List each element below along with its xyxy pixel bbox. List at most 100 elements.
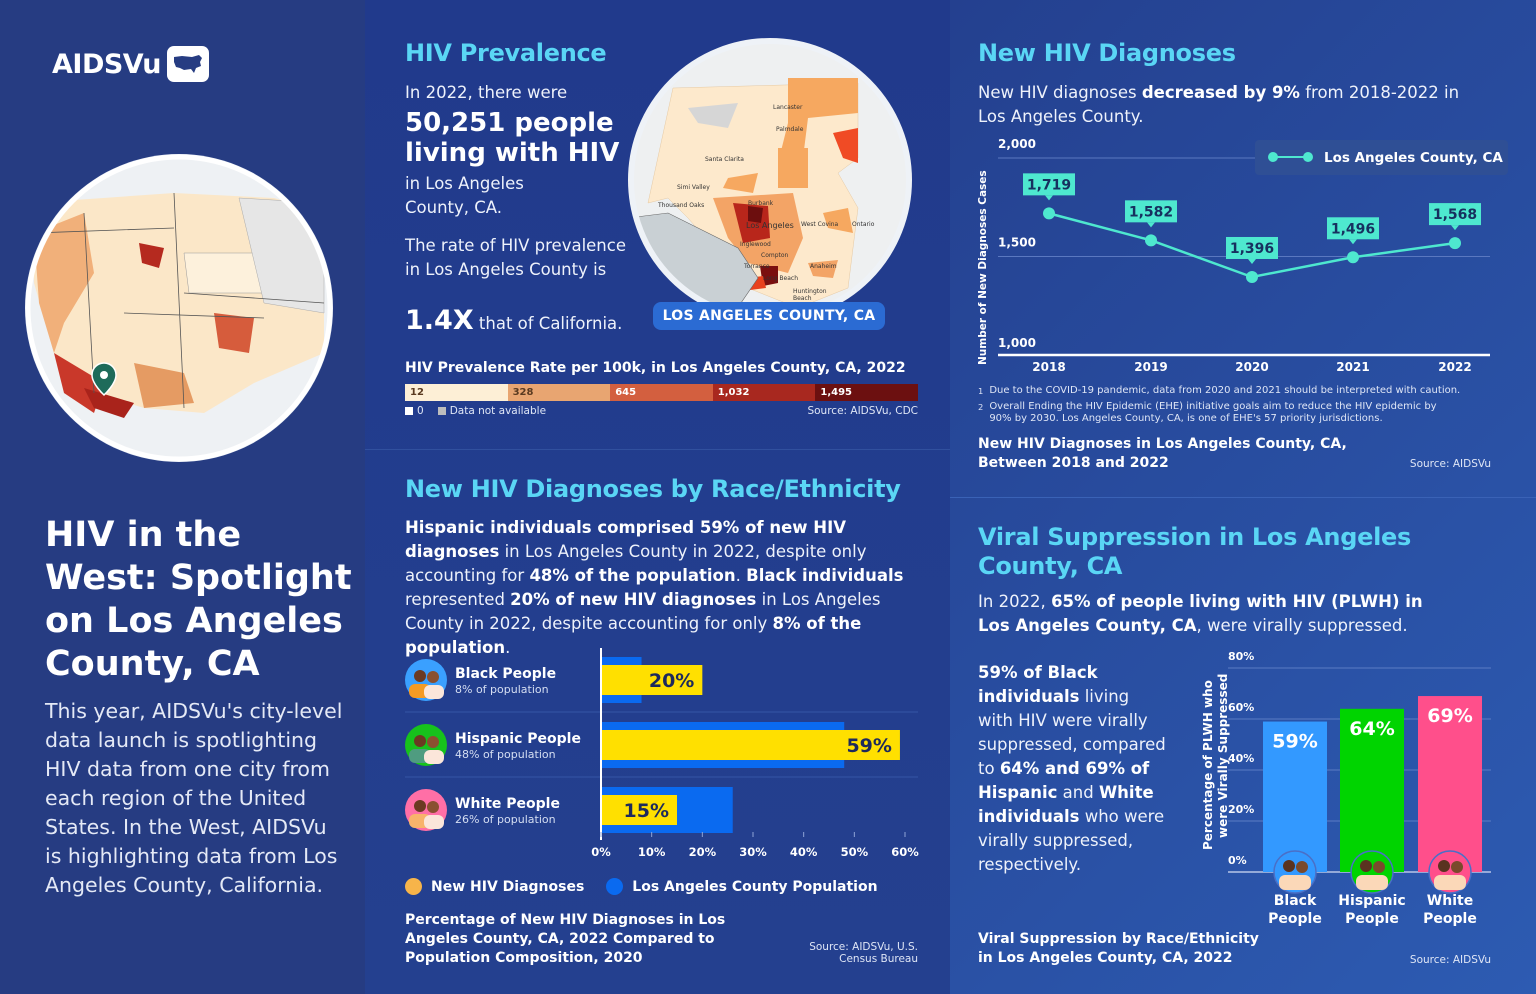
map-label: Simi Valley: [677, 184, 710, 191]
body-text: from 2018-2022 in Los Angeles County.: [978, 83, 1460, 126]
prevalence-section: [365, 0, 950, 450]
aidsvu-logo[interactable]: AIDSVu: [52, 46, 209, 82]
x-tick-label: 2019: [1134, 360, 1167, 374]
emphasis-text: 8% of the population: [405, 614, 862, 657]
diagnoses-value-label: 59%: [846, 735, 891, 757]
legend-extra: 0 Data not available: [405, 405, 546, 417]
y-tick-label: 80%: [1228, 650, 1254, 663]
avatar-head: [1373, 861, 1385, 873]
x-tick-label: 2018: [1032, 360, 1065, 374]
body-text: who were virally suppressed, respectivel…: [978, 807, 1165, 874]
data-label-pointer: [1451, 225, 1459, 231]
viral-title: Viral Suppression in Los Angeles County,…: [978, 523, 1411, 580]
legend-bin: 645: [610, 384, 713, 401]
avatar-body: [424, 685, 444, 699]
diagnoses-chart-caption: New HIV Diagnoses in Los Angeles County,…: [978, 436, 1347, 471]
x-category-label: Black People: [1268, 893, 1322, 927]
footnote-text: Overall Ending the HIV Epidemic (EHE) in…: [989, 400, 1437, 425]
viral-suppression-chart: Percentage of PLWH whowere Virally Suppr…: [1201, 650, 1491, 927]
race-population-label: 48% of population: [455, 748, 556, 761]
map-label: West Covina: [801, 221, 839, 228]
x-tick-label: 0%: [591, 845, 611, 859]
x-tick-label: 2022: [1438, 360, 1471, 374]
avatar-head: [427, 671, 439, 683]
x-category-line: Black: [1274, 893, 1317, 909]
data-label-box: [1226, 236, 1278, 259]
suppression-bar: [1263, 721, 1327, 872]
x-category-label: White People: [1423, 893, 1477, 927]
map-label: Los Angeles: [746, 221, 794, 230]
diagnoses-value-label: 15%: [624, 800, 669, 822]
data-label-pointer: [1045, 195, 1053, 201]
map-label: Santa Clarita: [705, 156, 744, 163]
race-population-label: 26% of population: [455, 813, 556, 826]
y-axis-title-line: Percentage of PLWH who: [1201, 680, 1215, 850]
emphasis-text: decreased by 9%: [1141, 83, 1300, 102]
map-label: Ontario: [852, 221, 875, 228]
prevalence-rate: 1.4X that of California.: [405, 305, 622, 336]
race-chart-caption: Percentage of New HIV Diagnoses in Los A…: [405, 912, 726, 966]
prevalence-legend-bar: 12 328 645 1,032 1,495: [405, 384, 918, 401]
map-label: Inglewood: [740, 241, 771, 248]
data-label-pointer: [1248, 258, 1256, 264]
emphasis-text: 48% of the population: [529, 566, 736, 585]
map-label: Lancaster: [773, 104, 803, 111]
avatar-head: [414, 800, 426, 812]
avatar-head: [414, 670, 426, 682]
race-body: Hispanic individuals comprised 59% of ne…: [405, 516, 930, 660]
avatar-body: [1279, 875, 1311, 890]
legend-na-label: Data not available: [449, 405, 547, 417]
legend-label-diagnoses: New HIV Diagnoses: [431, 878, 585, 895]
data-point: [1347, 251, 1359, 264]
x-category-label: Hispanic People: [1338, 893, 1405, 927]
legend-bin: 12: [405, 384, 508, 401]
data-point: [1246, 270, 1258, 283]
emphasis-text: 20% of new HIV diagnoses: [510, 590, 757, 609]
race-title: New HIV Diagnoses by Race/Ethnicity: [405, 475, 901, 503]
map-labels: Lancaster Palmdale Santa Clarita Simi Va…: [628, 38, 912, 322]
viral-chart-caption: Viral Suppression by Race/Ethnicity in L…: [978, 931, 1259, 966]
legend-zero-label: 0: [417, 405, 424, 417]
avatar-body: [1356, 875, 1388, 890]
diagnoses-body: New HIV diagnoses decreased by 9% from 2…: [978, 81, 1468, 129]
race-population-label: 8% of population: [455, 683, 549, 696]
y-tick-label: 40%: [1228, 752, 1254, 765]
body-text: .: [735, 566, 747, 585]
diagnoses-section: [950, 0, 1536, 498]
y-axis-title: Number of New Diagnoses Cases: [977, 170, 989, 365]
avatar-head: [427, 736, 439, 748]
legend-bin: 328: [507, 384, 611, 401]
data-point: [1449, 237, 1461, 250]
rate-value: 1.4X: [405, 305, 474, 336]
body-text: .: [505, 638, 511, 657]
data-label-box: [1327, 217, 1379, 240]
race-source: Source: AIDSVu, U.S. Census Bureau: [809, 941, 918, 965]
body-text: in Los Angeles County in 2022, despite a…: [405, 590, 881, 633]
data-label: 1,496: [1331, 221, 1375, 237]
prevalence-legend-title: HIV Prevalence Rate per 100k, in Los Ang…: [405, 360, 906, 376]
prevalence-source: Source: AIDSVu, CDC: [807, 405, 918, 417]
legend-swatch-population: [606, 878, 624, 895]
diagnoses-source: Source: AIDSVu: [1409, 458, 1491, 470]
viral-side-text: 59% of Black individuals living with HIV…: [978, 661, 1168, 877]
diagnoses-bar: [601, 730, 900, 760]
y-tick-label: 60%: [1228, 701, 1254, 714]
avatar-body: [424, 750, 444, 764]
prevalence-location: in Los Angeles County, CA.: [405, 174, 524, 217]
la-county-map: [628, 38, 912, 322]
prevalence-title: HIV Prevalence: [405, 39, 607, 67]
data-label-box: [1429, 203, 1481, 226]
data-label: 1,396: [1230, 241, 1274, 257]
avatar-head: [1283, 860, 1295, 872]
x-tick-label: 20%: [689, 845, 717, 859]
footnotes: 1 Due to the COVID-19 pandemic, data from…: [978, 385, 1478, 426]
body-text: In 2022,: [978, 592, 1052, 611]
emphasis-text: White individuals: [978, 783, 1154, 826]
footnote-text: Due to the COVID-19 pandemic, data from …: [989, 385, 1461, 396]
data-label: 1,568: [1433, 207, 1477, 223]
race-category-label: Hispanic People: [455, 731, 581, 747]
western-us-map: [25, 154, 333, 462]
